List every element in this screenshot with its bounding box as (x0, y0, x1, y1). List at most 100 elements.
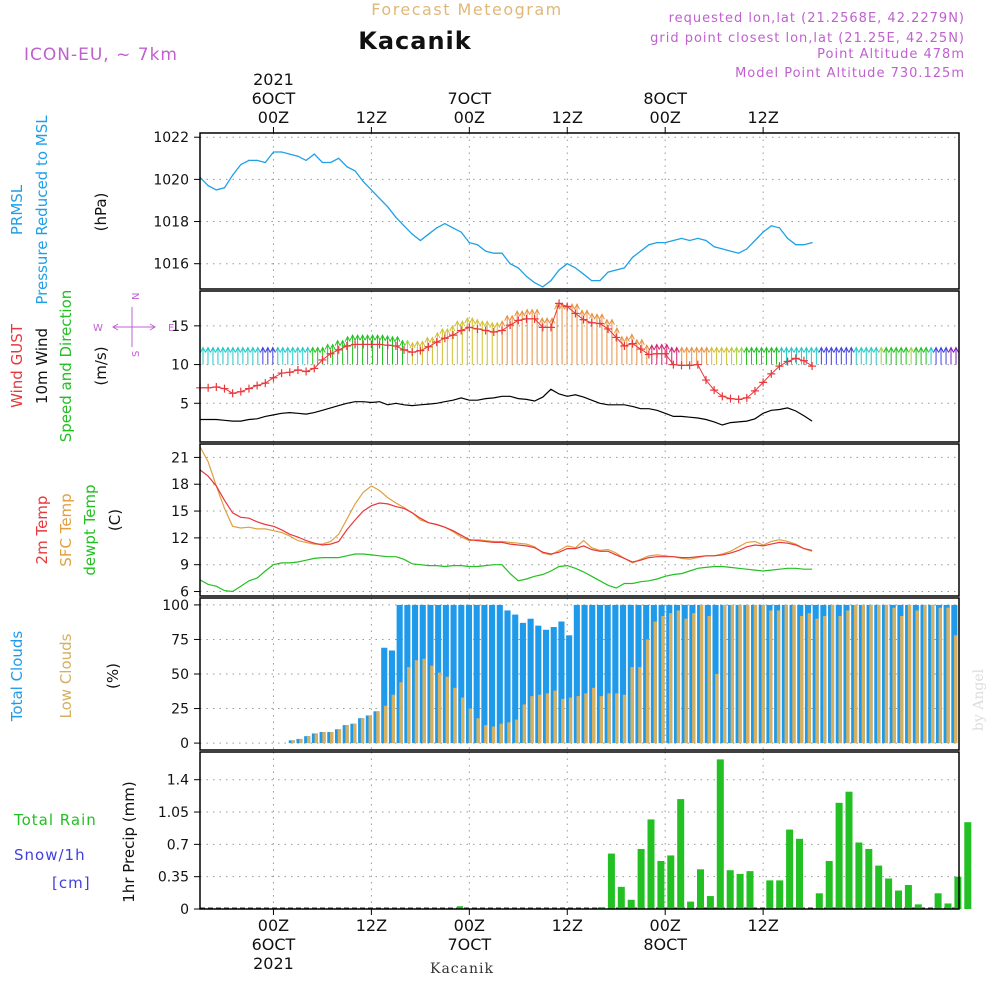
wind-arrowhead (369, 334, 376, 341)
pressure-point (542, 286, 544, 288)
dewpoint-label: dewpt Temp (81, 484, 99, 575)
pressure-label: PRMSL (8, 184, 26, 235)
wind-arrowhead (379, 334, 386, 341)
wind-arrowhead (713, 346, 720, 353)
rain-bar (875, 865, 883, 909)
x-label-bottom: 2021 (253, 954, 294, 973)
pressure-point (631, 256, 634, 258)
gust-marker (555, 299, 564, 308)
pressure-point (460, 231, 462, 233)
low-cloud-bar (884, 604, 889, 744)
wind-arrowhead (908, 346, 915, 353)
pressure-point (264, 161, 266, 164)
wind-arrowhead (858, 346, 865, 353)
pressure-point (215, 189, 217, 191)
gust-marker (244, 384, 253, 393)
total-cloud-bar (612, 604, 619, 744)
rain-bar (865, 848, 873, 909)
pressure-point (387, 206, 389, 208)
wind-arrowhead (554, 303, 561, 310)
wind-arrowhead (888, 346, 895, 353)
wind-arrowhead (603, 318, 610, 325)
wind-arrowhead (264, 346, 271, 353)
gust-marker (465, 323, 474, 332)
low-cloud-bar (322, 732, 326, 744)
low-cloud-bar (907, 604, 912, 744)
x-label-bottom: 8OCT (643, 935, 687, 954)
rain-bar (607, 853, 615, 909)
rain-bar (895, 890, 902, 909)
wind-arrowhead (384, 334, 391, 342)
gust-marker (767, 369, 776, 378)
wind-arrowhead (469, 316, 476, 324)
pressure-point (550, 279, 552, 282)
low-cloud-bar (630, 667, 634, 744)
pressure-point (729, 250, 732, 252)
precip-tick-label: 1.4 (167, 773, 189, 789)
wind-arrowhead (200, 346, 206, 353)
low-cloud-bar (591, 687, 596, 744)
gust-marker (620, 341, 629, 350)
compass-cross (112, 307, 156, 347)
cloud-tick-label: 25 (171, 702, 189, 718)
pressure-point (615, 269, 617, 271)
wind-arrowhead (928, 346, 935, 353)
rain-bar (617, 886, 625, 909)
low-cloud-bar (330, 732, 334, 744)
pressure-line (199, 151, 813, 288)
wind-arrowhead (399, 339, 406, 346)
low-cloud-bar (445, 676, 449, 744)
temp-sfc-line (199, 446, 813, 564)
low-cloud-bar (861, 604, 865, 744)
low-cloud-bar (453, 687, 457, 744)
total-cloud-bar (450, 604, 457, 744)
rain-bar (457, 906, 463, 909)
low-cloud-bar (707, 615, 711, 744)
gust-marker (236, 387, 245, 396)
total-cloud-bar (558, 621, 565, 744)
gust-marker (481, 326, 490, 335)
low-cloud-bar (422, 658, 426, 744)
wind-arrowhead (668, 346, 675, 353)
gust-marker (432, 338, 441, 347)
wind-arrowhead (224, 346, 231, 353)
pressure-point (795, 244, 797, 246)
low-cloud-bar (761, 604, 765, 744)
pressure-point (338, 157, 340, 159)
pressure-point (501, 252, 503, 254)
pressure-point (574, 267, 577, 269)
pressure-point (329, 161, 332, 164)
rain-bar (657, 860, 665, 909)
rain-bar (637, 848, 645, 909)
rain-bar (706, 896, 714, 909)
wind-arrowhead (364, 334, 371, 341)
rain-bar (687, 901, 695, 909)
wind-arrowhead (718, 346, 725, 353)
cloud-tick-label: 50 (171, 667, 189, 683)
wind-arrowhead (499, 320, 506, 327)
pressure-point (485, 250, 487, 252)
wind-arrowhead (863, 346, 870, 353)
wind-arrowhead (833, 346, 840, 353)
grid-coords: grid point closest lon,lat (21.25E, 42.2… (650, 31, 965, 46)
low-cloud-bar (360, 718, 365, 744)
wind-arrowhead (778, 346, 785, 353)
pressure-point (721, 248, 723, 250)
wind-arrowhead (524, 308, 531, 315)
gust-marker (440, 334, 449, 343)
low-cloud-bar (491, 726, 496, 744)
rain-bar (627, 899, 635, 909)
wind-arrowhead (429, 336, 436, 343)
gust-marker (799, 356, 808, 365)
wind-arrowhead (304, 346, 311, 353)
low-cloud-bar (437, 672, 442, 744)
low-cloud-bar (353, 723, 357, 744)
gust-marker (506, 321, 515, 330)
gust-marker (587, 318, 596, 327)
low-cloud-bar (869, 604, 873, 744)
total-cloud-bar (550, 627, 557, 744)
gust-marker (416, 346, 425, 355)
wind-arrowhead (848, 346, 855, 353)
rain-bar (825, 860, 833, 909)
